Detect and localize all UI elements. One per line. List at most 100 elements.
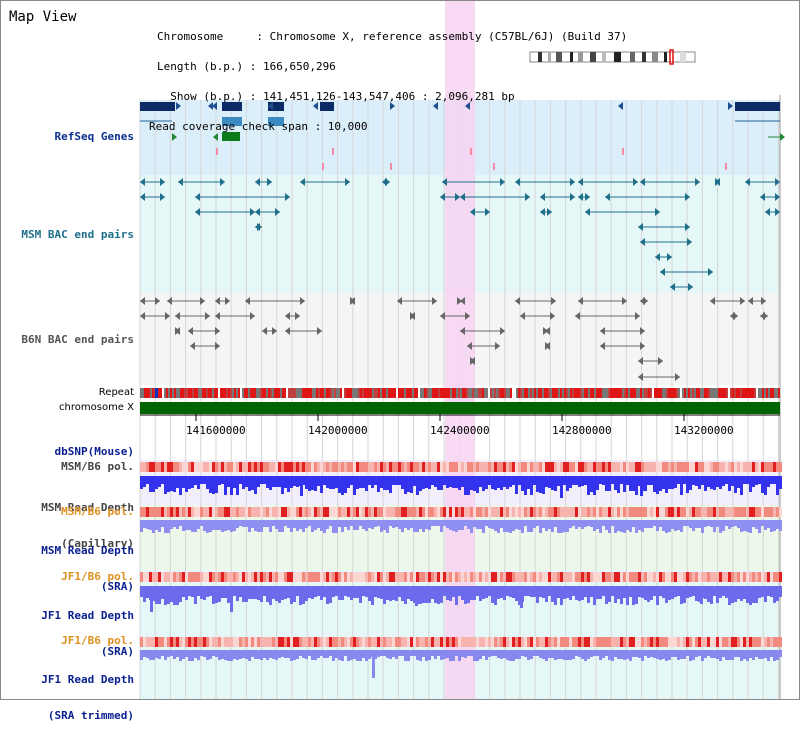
polymorphism-bin — [563, 507, 566, 517]
read-depth-bin — [755, 586, 758, 603]
strand-arrow — [708, 268, 713, 276]
polymorphism-bin — [755, 637, 758, 647]
polymorphism-bin — [176, 462, 179, 472]
repeat-segment — [284, 388, 286, 398]
read-depth-bin — [764, 650, 767, 658]
polymorphism-bin — [452, 462, 455, 472]
track-label-msm-depth-sra[interactable]: MSM Read Depth (SRA) — [41, 521, 134, 605]
read-depth-bin — [470, 476, 473, 490]
polymorphism-bin — [323, 507, 326, 517]
polymorphism-bin — [560, 637, 563, 647]
read-depth-bin — [164, 650, 167, 660]
chromosome-ideogram[interactable] — [529, 49, 696, 65]
read-depth-bin — [581, 476, 584, 486]
read-depth-bin — [350, 520, 353, 526]
polymorphism-bin — [521, 637, 524, 647]
read-depth-bin — [542, 586, 545, 598]
read-depth-bin — [326, 650, 329, 658]
read-depth-bin — [605, 650, 608, 656]
read-depth-bin — [647, 476, 650, 485]
polymorphism-bin — [542, 462, 545, 472]
read-depth-bin — [500, 520, 503, 528]
polymorphism-bin — [686, 637, 689, 647]
read-depth-bin — [617, 476, 620, 493]
track-label-repeat[interactable]: Repeat — [98, 387, 134, 398]
track-label-dbsnp[interactable]: dbSNP(Mouse) — [54, 445, 134, 458]
polymorphism-bin — [278, 637, 281, 647]
polymorphism-bin — [299, 507, 302, 517]
polymorphism-bin — [422, 637, 425, 647]
read-depth-bin — [170, 476, 173, 491]
read-depth-bin — [458, 650, 461, 661]
polymorphism-bin — [554, 462, 557, 472]
track-label-b6n-bac[interactable]: B6N BAC end pairs — [21, 333, 134, 346]
strand-arrow — [467, 342, 472, 350]
polymorphism-bin — [710, 572, 713, 582]
track-features[interactable] — [140, 102, 785, 678]
read-depth-bin — [401, 476, 404, 489]
repeat-segment — [234, 388, 236, 398]
repeat-segment — [748, 388, 750, 398]
repeat-segment — [480, 388, 482, 398]
read-depth-bin — [311, 586, 314, 599]
repeat-segment — [570, 388, 572, 398]
polymorphism-bin — [362, 507, 365, 517]
polymorphism-bin — [467, 507, 470, 517]
polymorphism-bin — [581, 637, 584, 647]
polymorphism-bin — [341, 572, 344, 582]
track-label-msm-depth-capillary[interactable]: MSM Read Depth (Capillary) — [41, 478, 134, 562]
polymorphism-bin — [479, 572, 482, 582]
polymorphism-bin — [428, 572, 431, 582]
polymorphism-bin — [347, 572, 350, 582]
read-depth-bin — [557, 476, 560, 486]
track-label-jf1-depth-sra[interactable]: JF1 Read Depth (SRA) — [41, 586, 134, 670]
read-depth-bin — [458, 476, 461, 490]
read-depth-bin — [377, 520, 380, 526]
strand-arrow — [670, 283, 675, 291]
repeat-segment — [228, 388, 230, 398]
repeat-segment — [632, 388, 634, 398]
read-depth-bin — [338, 650, 341, 660]
read-depth-bin — [392, 586, 395, 600]
polymorphism-bin — [191, 637, 194, 647]
polymorphism-bin — [218, 572, 221, 582]
read-depth-bin — [692, 476, 695, 485]
track-label-refseq-genes[interactable]: RefSeq Genes — [54, 130, 134, 143]
read-depth-bin — [476, 520, 479, 529]
read-depth-bin — [434, 650, 437, 659]
track-label-jf1-b6-pol-1[interactable]: JF1/B6 pol. — [61, 570, 134, 583]
polymorphism-bin — [452, 507, 455, 517]
track-label-msm-bac[interactable]: MSM BAC end pairs — [21, 228, 134, 241]
repeat-segment — [466, 388, 468, 398]
read-depth-bin — [680, 650, 683, 659]
repeat-segment — [462, 388, 464, 398]
track-label-jf1-b6-pol-2[interactable]: JF1/B6 pol. — [61, 634, 134, 647]
read-depth-bin — [716, 476, 719, 487]
repeat-segment — [456, 388, 458, 398]
polymorphism-bin — [749, 462, 752, 472]
read-depth-bin — [158, 520, 161, 532]
polymorphism-bin — [563, 572, 566, 582]
repeat-segment — [220, 388, 222, 398]
polymorphism-bin — [164, 462, 167, 472]
read-depth-bin — [461, 586, 464, 600]
polymorphism-bin — [305, 637, 308, 647]
read-depth-bin — [638, 586, 641, 597]
read-depth-bin — [620, 476, 623, 484]
track-label-chromosome[interactable]: chromosome X — [59, 402, 134, 413]
read-depth-bin — [191, 586, 194, 597]
polymorphism-bin — [143, 572, 146, 582]
repeat-segment — [198, 388, 200, 398]
track-label-msm-b6-pol-2[interactable]: MSM/B6 pol. — [61, 505, 134, 518]
track-label-msm-b6-pol-1[interactable]: MSM/B6 pol. — [61, 460, 134, 473]
repeat-segment — [468, 388, 470, 398]
polymorphism-bin — [653, 507, 656, 517]
genome-map-viewer[interactable] — [0, 0, 800, 700]
selection-highlight[interactable] — [445, 0, 475, 700]
read-depth-bin — [695, 650, 698, 657]
repeat-segment — [170, 388, 172, 398]
read-depth-bin — [617, 650, 620, 659]
track-label-jf1-depth-trimmed[interactable]: JF1 Read Depth (SRA trimmed) — [41, 650, 134, 734]
read-depth-bin — [281, 650, 284, 657]
read-depth-bin — [539, 520, 542, 533]
